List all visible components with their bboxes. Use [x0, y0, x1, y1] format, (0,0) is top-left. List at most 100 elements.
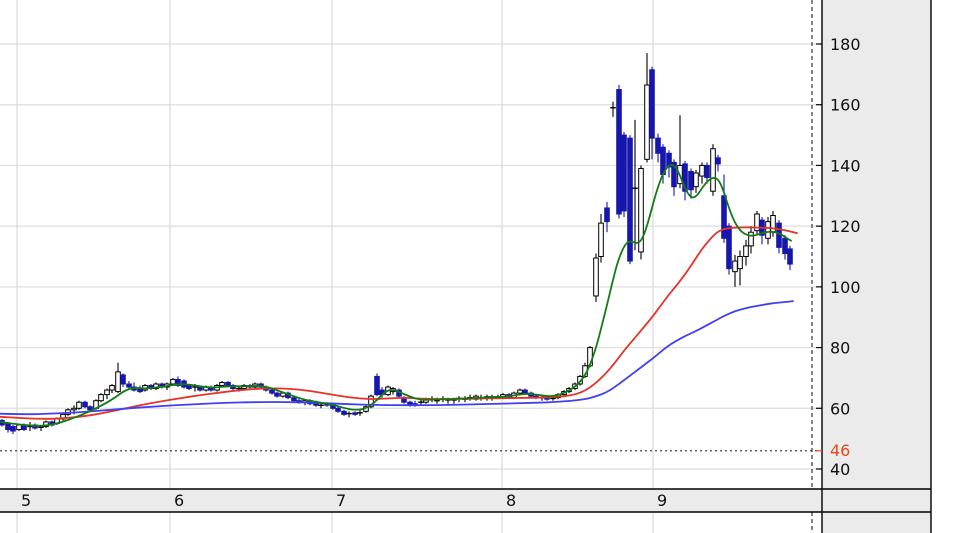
candle — [737, 250, 743, 286]
candle-body-down — [782, 237, 788, 254]
candle — [693, 169, 699, 193]
candle-body-down — [274, 392, 280, 397]
candle-body-up — [153, 383, 159, 390]
candle-body-down — [688, 170, 694, 191]
candle-body-up — [710, 148, 716, 192]
candle — [604, 201, 610, 233]
candle — [76, 400, 82, 410]
y-axis-label: 40 — [830, 460, 850, 479]
candle-body-down — [522, 389, 528, 394]
candle-body-down — [352, 412, 358, 415]
candle-body-up — [693, 172, 699, 188]
candle-body-up — [219, 381, 225, 387]
candle — [649, 66, 655, 160]
candle — [357, 409, 363, 416]
candle-body-down — [715, 157, 721, 165]
y-axis-label: 180 — [830, 35, 861, 54]
candle — [598, 213, 604, 263]
candle — [43, 420, 49, 429]
candle — [704, 162, 710, 184]
x-axis-label: 6 — [174, 491, 184, 510]
x-axis-label: 5 — [21, 491, 31, 510]
candle-body-down — [726, 225, 732, 270]
candle — [341, 409, 347, 416]
price-pane-canvas[interactable] — [0, 0, 822, 489]
candle-body-up — [368, 395, 374, 408]
candle — [109, 383, 115, 394]
candle-body-up — [743, 245, 749, 257]
candle-body-down — [649, 69, 655, 139]
candle — [666, 150, 672, 178]
candle — [715, 154, 721, 172]
candle — [748, 226, 754, 254]
candle — [593, 253, 599, 303]
gridlines — [0, 0, 822, 533]
candle-body-up — [732, 260, 738, 273]
candle-body-down — [341, 410, 347, 415]
candle-body-up — [71, 407, 77, 411]
candle-body-up — [770, 215, 776, 233]
y-axis-label: 120 — [830, 217, 861, 236]
candle-body-up — [644, 84, 650, 160]
candle-body-down — [604, 207, 610, 223]
candle-body-up — [115, 371, 121, 393]
candle-body-down — [627, 137, 633, 262]
candle — [726, 223, 732, 275]
candle — [616, 84, 622, 219]
candle — [721, 174, 727, 243]
candle-body-down — [335, 407, 341, 412]
candle-body-up — [598, 222, 604, 257]
candle-body-down — [666, 152, 672, 168]
candle-body-down — [671, 161, 677, 188]
lower-pane-canvas[interactable] — [0, 512, 822, 533]
x-axis-strip[interactable]: 5 6 7 8 9 — [0, 488, 931, 513]
x-axis-label: 8 — [506, 491, 516, 510]
candle-body-down — [682, 163, 688, 192]
candle-body-up — [76, 401, 82, 409]
candle-body-up — [16, 424, 22, 431]
candle-body-up — [765, 221, 771, 239]
y-axis-label: 80 — [830, 339, 850, 358]
candle-body-down — [5, 422, 11, 431]
candle — [346, 411, 352, 418]
candle — [82, 400, 88, 409]
candle-body-down — [225, 381, 231, 387]
candle — [104, 388, 110, 400]
candle-body-down — [197, 386, 203, 391]
candle-body-up — [104, 389, 110, 396]
y-axis-label: 140 — [830, 156, 861, 175]
candle — [120, 373, 126, 388]
candle-body-up — [593, 257, 599, 297]
candle-body-up — [748, 231, 754, 247]
candle-body-down — [374, 375, 380, 396]
candle — [10, 424, 16, 435]
candle-body-down — [313, 403, 319, 406]
candle-body-down — [10, 425, 16, 432]
candle-body-up — [638, 167, 644, 253]
candle-body-down — [87, 406, 93, 411]
y-axis-label: 100 — [830, 278, 861, 297]
candle — [655, 133, 661, 163]
candle-body-up — [699, 164, 705, 177]
y-axis-panel[interactable] — [822, 0, 931, 489]
candle-body-down — [621, 134, 627, 212]
candle-body-up — [170, 378, 176, 385]
candle — [98, 393, 104, 403]
candle-body-down — [126, 383, 132, 388]
candle-body-up — [109, 385, 115, 391]
candle-body-down — [175, 378, 181, 387]
candle-body-down — [616, 89, 622, 215]
candle — [368, 394, 374, 409]
candle-body-up — [737, 255, 743, 270]
candle — [710, 144, 716, 196]
candle-body-up — [517, 389, 523, 394]
candle — [352, 411, 358, 416]
candle — [335, 406, 341, 413]
candle — [682, 160, 688, 201]
ma-long-line — [0, 300, 794, 416]
candle — [269, 388, 275, 395]
candle-body-down — [82, 401, 88, 408]
candle-body-down — [269, 389, 275, 394]
